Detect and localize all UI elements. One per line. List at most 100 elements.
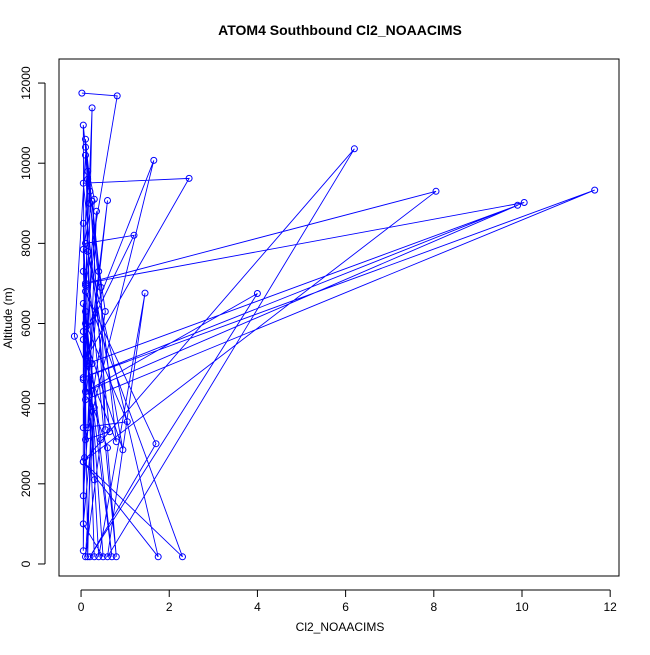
y-tick-label: 4000 [19, 390, 33, 417]
data-point [253, 290, 261, 297]
data-point [90, 195, 98, 203]
data-point [82, 135, 89, 143]
data-point [88, 104, 96, 112]
data-point [99, 553, 107, 561]
data-point [84, 424, 92, 432]
data-point [82, 388, 89, 396]
y-tick-label: 10000 [19, 146, 33, 180]
data-point [104, 553, 111, 561]
data-point [432, 187, 440, 195]
data-point [82, 436, 89, 444]
x-tick-label: 4 [254, 600, 261, 614]
y-tick-label: 6000 [19, 310, 33, 337]
data-point [90, 553, 98, 561]
data-point [82, 553, 89, 561]
x-tick-label: 12 [604, 600, 618, 614]
data-point [79, 336, 87, 343]
data-point [93, 207, 100, 215]
data-point [82, 320, 89, 327]
data-point [79, 424, 87, 432]
x-axis: 0 2 4 6 8 10 12 [78, 589, 618, 614]
data-point [81, 454, 89, 462]
data-point [79, 121, 87, 129]
data-point [84, 553, 92, 561]
y-tick-label: 2000 [19, 470, 33, 497]
plot-frame [58, 58, 620, 577]
x-tick-label: 10 [515, 600, 529, 614]
data-point [520, 199, 528, 206]
data-point [84, 360, 92, 368]
data-point [86, 199, 94, 207]
x-tick-label: 0 [78, 600, 85, 614]
data-point [179, 553, 186, 561]
data-point [591, 186, 599, 194]
data-point [185, 174, 193, 182]
data-point [79, 267, 87, 275]
data-point [82, 308, 89, 315]
x-axis-label: Cl2_NOAACIMS [296, 620, 385, 634]
data-point [90, 476, 98, 484]
data-point [84, 247, 92, 255]
data-point [88, 360, 96, 368]
data-point [95, 267, 103, 275]
x-tick-label: 6 [342, 600, 349, 614]
data-point [112, 553, 120, 561]
data-point [514, 201, 522, 209]
y-tick-label: 0 [19, 560, 33, 567]
data-point [106, 428, 114, 436]
data-point [79, 328, 87, 335]
data-point [141, 289, 149, 297]
data-point [86, 187, 94, 195]
series-line [73, 92, 595, 558]
data-point [90, 404, 98, 412]
data-point [79, 492, 87, 500]
data-point [350, 145, 358, 153]
chart-title: ATOM4 Southbound Cl2_NOAACIMS [218, 22, 462, 38]
data-point [88, 197, 96, 205]
data-point [82, 239, 89, 247]
x-tick-label: 8 [430, 600, 437, 614]
data-point [79, 245, 87, 253]
data-point [123, 418, 131, 426]
data-point [82, 287, 89, 295]
x-tick-label: 2 [166, 600, 173, 614]
data-point [70, 332, 78, 340]
data-point [79, 376, 87, 384]
data-point [78, 89, 86, 97]
data-point [79, 458, 87, 466]
data-point [79, 219, 87, 227]
data-point [152, 440, 160, 448]
data-point [79, 300, 87, 307]
data-point [113, 92, 121, 100]
data-point [82, 396, 89, 404]
data-point [104, 197, 111, 204]
data-point [79, 179, 87, 187]
data-point [82, 279, 89, 287]
y-tick-label: 12000 [19, 66, 33, 100]
data-point [79, 547, 87, 555]
data-point [79, 520, 87, 528]
data-point [101, 308, 109, 315]
data-point [84, 167, 92, 175]
data-point [130, 231, 138, 239]
data-point [119, 446, 127, 454]
data-point [86, 553, 94, 561]
series-layer [70, 89, 599, 561]
data-point [84, 352, 92, 360]
data-point [104, 444, 111, 452]
data-point [150, 156, 158, 164]
data-point [79, 374, 87, 382]
data-point [108, 553, 116, 561]
data-point [82, 143, 89, 151]
y-axis-label: Altitude (m) [1, 287, 15, 348]
data-point [97, 283, 105, 291]
data-point [84, 175, 92, 183]
data-point [97, 436, 105, 444]
data-point [95, 553, 103, 561]
data-point [112, 438, 120, 446]
data-point [82, 151, 89, 159]
y-axis: 0 2000 4000 6000 8000 10000 12000 [19, 66, 46, 567]
y-tick-label: 8000 [19, 230, 33, 257]
